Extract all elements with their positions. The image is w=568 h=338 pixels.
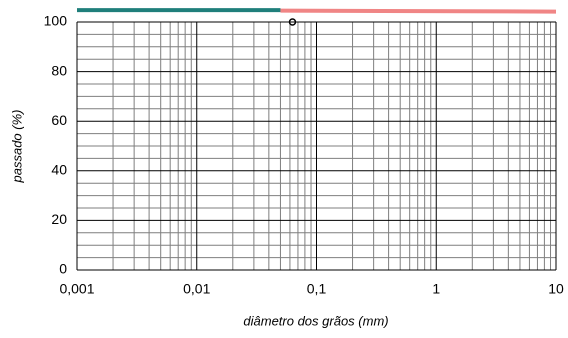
y-tick-label: 100: [44, 13, 68, 29]
x-tick-label: 0,1: [307, 281, 327, 297]
y-tick-label: 40: [51, 162, 67, 178]
y-axis-title: passado (%): [9, 110, 24, 184]
y-tick-label: 0: [59, 261, 67, 277]
y-tick-label: 80: [51, 62, 67, 78]
series-line: [280, 8, 557, 14]
y-tick-label: 60: [51, 112, 67, 128]
x-tick-label: 0,01: [183, 281, 210, 297]
x-tick-label: 0,001: [59, 281, 94, 297]
x-tick-label: 10: [548, 281, 564, 297]
x-axis-title: diâmetro dos grãos (mm): [243, 313, 388, 328]
point-marker: [288, 18, 297, 26]
y-tick-label: 20: [51, 211, 67, 227]
x-tick-label: 1: [432, 281, 440, 297]
